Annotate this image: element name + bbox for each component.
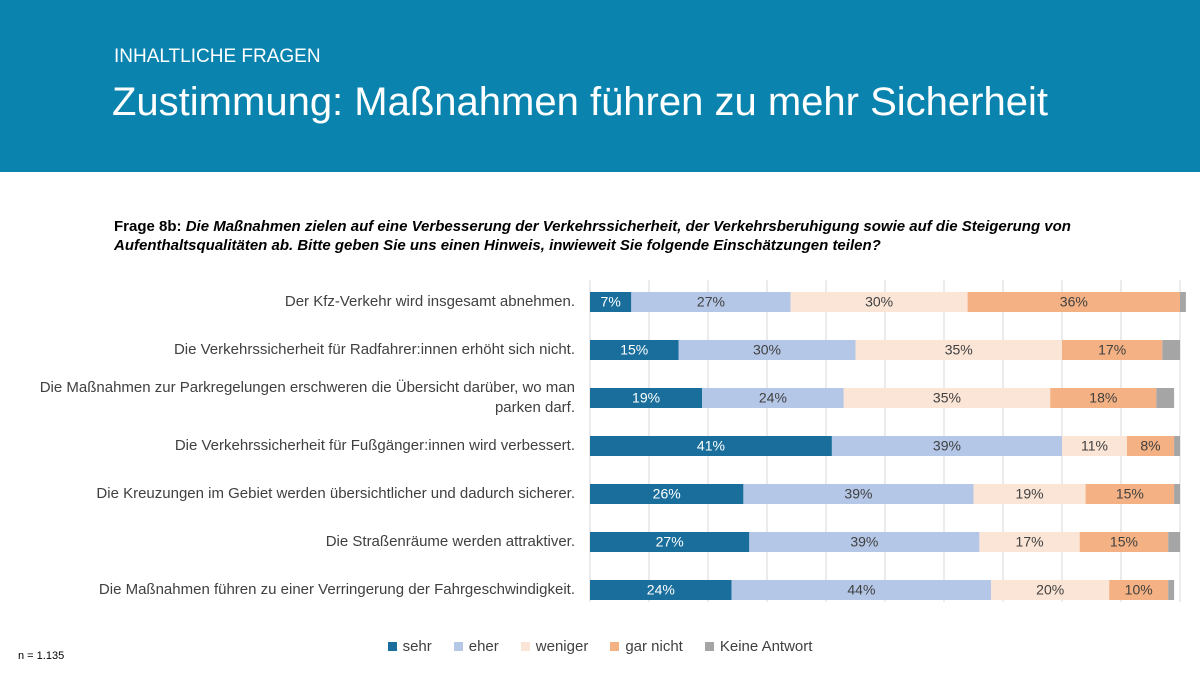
bar-segment: [743, 484, 974, 504]
value-label: 15%: [620, 342, 648, 358]
bar-segment: [1126, 436, 1175, 456]
value-label: 19%: [632, 390, 660, 406]
value-label: 15%: [1110, 534, 1138, 550]
legend-label: Keine Antwort: [719, 638, 813, 655]
legend-item: gar nicht: [610, 638, 683, 655]
bar-segment: [790, 292, 968, 312]
value-label: 30%: [753, 342, 781, 358]
value-label: 39%: [850, 534, 878, 550]
legend-swatch: [520, 642, 530, 651]
category-label: Der Kfz-Verkehr wird insgesamt abnehmen.: [284, 293, 575, 310]
legend-swatch: [610, 642, 620, 651]
bar-segment: [590, 484, 744, 504]
value-label: 19%: [1016, 486, 1044, 502]
question-label: Frage 8b:: [114, 218, 182, 235]
bar-segment: [590, 436, 832, 456]
value-label: 39%: [933, 438, 961, 454]
slide-title: Zustimmung: Maßnahmen führen zu mehr Sic…: [112, 80, 1048, 124]
bar-segment: [1162, 340, 1180, 360]
bar-segment: [1168, 580, 1175, 600]
question-text: Die Maßnahmen zielen auf eine Verbesseru…: [114, 218, 1071, 254]
bar-segment: [590, 340, 679, 360]
bar-segment: [590, 292, 632, 312]
bar-segment: [991, 580, 1110, 600]
value-label: 11%: [1081, 438, 1108, 454]
value-label: 44%: [847, 582, 875, 598]
bar-segment: [1079, 532, 1169, 552]
bar-segment: [1168, 532, 1180, 552]
bar-segment: [590, 580, 732, 600]
value-label: 24%: [647, 582, 675, 598]
category-label: Die Straßenräume werden attraktiver.: [325, 533, 575, 550]
bar-segment: [843, 388, 1051, 408]
bar-segment: [973, 484, 1086, 504]
legend-label: sehr: [402, 638, 432, 655]
bar-segment: [702, 388, 844, 408]
value-label: 30%: [865, 294, 893, 310]
footnote: n = 1.135: [18, 650, 65, 662]
legend-item: Keine Antwort: [704, 638, 813, 655]
value-label: 17%: [1016, 534, 1044, 550]
header-band: INHALTLICHE FRAGEN Zustimmung: Maßnahmen…: [0, 0, 1200, 172]
category-label: Die Maßnahmen zur Parkregelungen erschwe…: [39, 379, 575, 416]
bar-segment: [1085, 484, 1175, 504]
value-label: 26%: [653, 486, 681, 502]
bar-segment: [855, 340, 1062, 360]
legend-swatch: [387, 642, 397, 651]
legend-label: weniger: [535, 638, 589, 655]
value-label: 24%: [759, 390, 787, 406]
question: Frage 8b: Die Maßnahmen zielen auf eine …: [114, 217, 1134, 255]
value-label: 36%: [1060, 294, 1088, 310]
value-label: 17%: [1098, 342, 1126, 358]
legend-item: sehr: [387, 638, 432, 655]
bar-segment: [1174, 484, 1180, 504]
legend: sehr eher weniger gar nicht Keine Antwort: [0, 638, 1200, 655]
bar-segment: [590, 532, 750, 552]
legend-label: eher: [468, 638, 499, 655]
value-label: 27%: [656, 534, 684, 550]
bar-segment: [967, 292, 1180, 312]
bar-segment: [1180, 292, 1186, 312]
value-label: 27%: [697, 294, 725, 310]
bar-segment: [1174, 436, 1180, 456]
category-label: Die Kreuzungen im Gebiet werden übersich…: [96, 485, 575, 502]
bar-segment: [1156, 388, 1175, 408]
value-label: 10%: [1125, 582, 1153, 598]
kicker: INHALTLICHE FRAGEN: [114, 46, 321, 67]
legend-item: eher: [453, 638, 499, 655]
bar-segment: [1109, 580, 1169, 600]
bar-segment: [979, 532, 1080, 552]
bar-segment: [631, 292, 791, 312]
value-label: 20%: [1036, 582, 1064, 598]
value-label: 35%: [945, 342, 973, 358]
category-label: Die Maßnahmen führen zu einer Verringeru…: [98, 581, 575, 598]
legend-swatch: [453, 642, 463, 651]
bar-segment: [1050, 388, 1157, 408]
legend-swatch: [704, 642, 714, 651]
legend-item: weniger: [520, 638, 589, 655]
bar-segment: [590, 388, 703, 408]
value-label: 18%: [1089, 390, 1117, 406]
bar-segment: [731, 580, 992, 600]
value-label: 35%: [933, 390, 961, 406]
category-label: Die Verkehrssicherheit für Fußgänger:inn…: [174, 437, 575, 454]
bar-segment: [749, 532, 980, 552]
value-label: 15%: [1116, 486, 1144, 502]
bar-segment: [831, 436, 1062, 456]
bar-segment: [1062, 340, 1163, 360]
value-label: 7%: [601, 294, 621, 310]
legend-label: gar nicht: [625, 638, 683, 655]
value-label: 41%: [697, 438, 725, 454]
category-label: Die Verkehrssicherheit für Radfahrer:inn…: [173, 341, 575, 358]
value-label: 39%: [844, 486, 872, 502]
value-label: 8%: [1140, 438, 1160, 454]
bar-segment: [1062, 436, 1127, 456]
bar-segment: [678, 340, 856, 360]
